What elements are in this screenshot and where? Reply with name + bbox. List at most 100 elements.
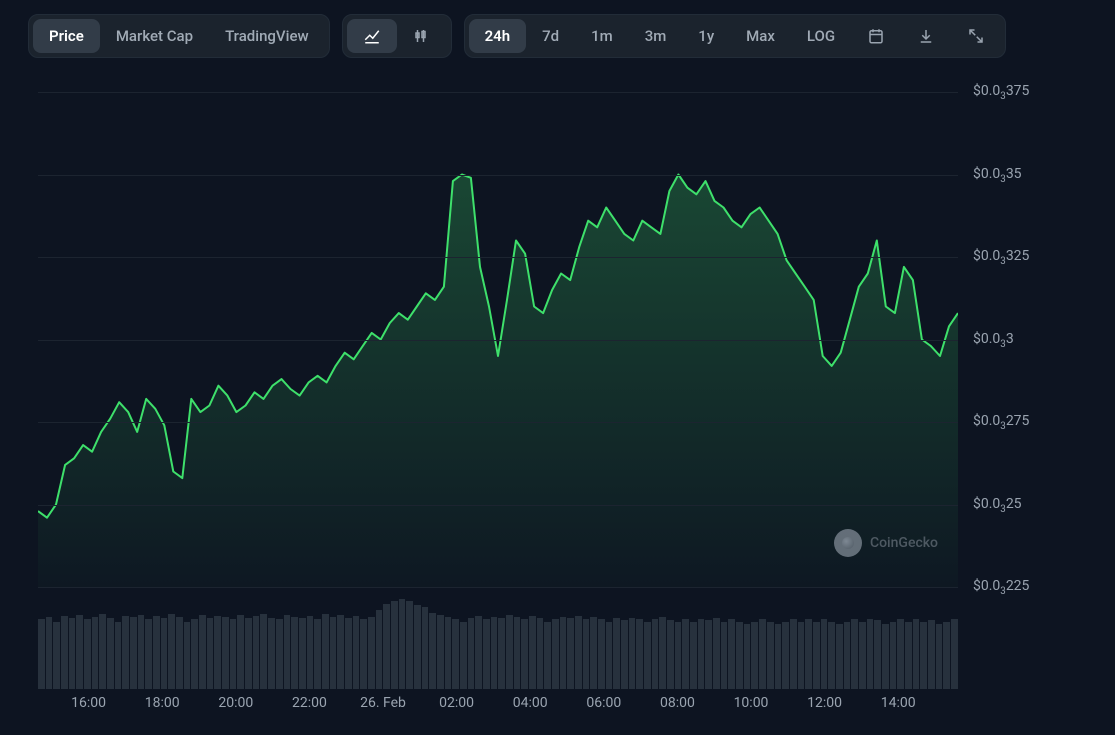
coingecko-icon <box>834 529 862 557</box>
fullscreen-icon[interactable] <box>951 19 1001 53</box>
x-tick-label: 04:00 <box>513 695 548 711</box>
volume-bar <box>214 616 221 689</box>
volume-bar <box>859 622 866 690</box>
volume-bar <box>406 601 413 689</box>
x-tick-label: 22:00 <box>292 695 327 711</box>
gridline <box>38 340 958 341</box>
x-tick-label: 12:00 <box>807 695 842 711</box>
volume-bar <box>284 615 291 689</box>
volume-bar <box>936 624 943 689</box>
volume-bar <box>353 616 360 689</box>
gridline <box>38 587 958 588</box>
volume-bar <box>145 619 152 689</box>
gridline <box>38 92 958 93</box>
volume-bar <box>115 622 122 690</box>
volume-bar <box>345 618 352 689</box>
volume-bar <box>667 620 674 689</box>
volume-bar <box>506 615 513 689</box>
calendar-icon[interactable] <box>851 19 901 53</box>
x-tick-label: 08:00 <box>660 695 695 711</box>
volume-bar <box>69 618 76 689</box>
volume-bar <box>422 607 429 689</box>
volume-bars[interactable] <box>38 599 958 689</box>
gridline <box>38 175 958 176</box>
volume-bar <box>414 605 421 689</box>
volume-bar <box>567 618 574 689</box>
volume-bar <box>751 622 758 690</box>
volume-bar <box>821 619 828 689</box>
volume-bar <box>675 622 682 690</box>
volume-bar <box>744 624 751 689</box>
x-tick-label: 10:00 <box>734 695 769 711</box>
watermark-text: CoinGecko <box>870 535 938 551</box>
volume-bar <box>537 618 544 689</box>
y-tick-label: $0.033 <box>973 331 1014 350</box>
volume-bar <box>521 619 528 689</box>
volume-bar <box>575 616 582 689</box>
range-1y[interactable]: 1y <box>682 19 730 53</box>
volume-bar <box>905 622 912 690</box>
volume-bar <box>529 616 536 689</box>
range-7d[interactable]: 7d <box>526 19 575 53</box>
volume-bar <box>851 619 858 689</box>
volume-bar <box>383 604 390 690</box>
chart-plot-area[interactable]: CoinGecko <box>38 92 958 587</box>
volume-bar <box>437 615 444 689</box>
volume-bar <box>652 619 659 689</box>
volume-bar <box>636 619 643 689</box>
volume-bar <box>176 617 183 689</box>
volume-bar <box>713 618 720 689</box>
volume-bar <box>890 622 897 690</box>
tab-price[interactable]: Price <box>33 19 100 53</box>
volume-bar <box>483 619 490 689</box>
range-log[interactable]: LOG <box>791 19 851 53</box>
price-area-fill <box>38 175 958 588</box>
volume-bar <box>153 616 160 689</box>
tab-market-cap[interactable]: Market Cap <box>100 19 209 53</box>
line-chart-button[interactable] <box>347 19 397 53</box>
volume-bar <box>560 617 567 689</box>
volume-bar <box>798 622 805 690</box>
range-max[interactable]: Max <box>730 19 791 53</box>
tab-tradingview[interactable]: TradingView <box>209 19 325 53</box>
volume-bar <box>951 619 958 689</box>
volume-bar <box>836 624 843 689</box>
volume-bar <box>782 622 789 690</box>
volume-bar <box>391 601 398 689</box>
volume-bar <box>475 616 482 689</box>
range-3m[interactable]: 3m <box>629 19 683 53</box>
volume-bar <box>721 622 728 690</box>
volume-bar <box>445 617 452 689</box>
volume-bar <box>644 622 651 690</box>
volume-bar <box>920 622 927 690</box>
volume-bar <box>813 622 820 690</box>
volume-bar <box>368 617 375 689</box>
volume-bar <box>659 617 666 689</box>
candlestick-chart-button[interactable] <box>397 19 447 53</box>
volume-bar <box>828 622 835 690</box>
volume-bar <box>552 619 559 689</box>
volume-bar <box>598 619 605 689</box>
volume-bar <box>606 622 613 690</box>
range-1m[interactable]: 1m <box>575 19 629 53</box>
y-tick-label: $0.03325 <box>973 248 1029 267</box>
volume-bar <box>468 618 475 689</box>
volume-bar <box>237 615 244 689</box>
y-tick-label: $0.0325 <box>973 496 1022 515</box>
download-icon[interactable] <box>901 19 951 53</box>
watermark: CoinGecko <box>834 529 938 557</box>
volume-bar <box>943 622 950 690</box>
x-tick-label: 20:00 <box>218 695 253 711</box>
volume-bar <box>913 619 920 689</box>
volume-bar <box>882 624 889 689</box>
volume-bar <box>230 619 237 689</box>
volume-bar <box>613 618 620 689</box>
range-tab-group: 24h7d1m3m1yMaxLOG <box>464 14 1007 58</box>
volume-bar <box>299 618 306 689</box>
volume-bar <box>38 619 45 689</box>
volume-bar <box>337 615 344 689</box>
volume-bar <box>61 616 68 689</box>
range-24h[interactable]: 24h <box>469 19 527 53</box>
volume-bar <box>629 618 636 689</box>
gridline <box>38 257 958 258</box>
